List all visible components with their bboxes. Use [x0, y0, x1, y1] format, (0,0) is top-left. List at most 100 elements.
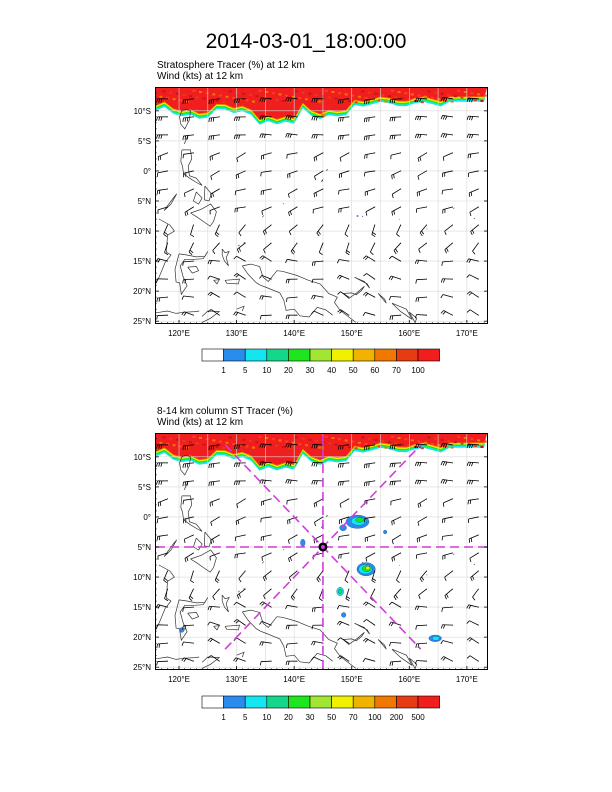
- wind-barb-staff: [212, 588, 220, 597]
- wind-barb-flag: [419, 480, 422, 485]
- wind-barb-flag: [208, 446, 210, 451]
- wind-barb-staff: [158, 498, 168, 503]
- wind-barb-flag: [313, 116, 316, 121]
- wind-barb: [182, 278, 194, 284]
- wind-barb-staff: [468, 516, 479, 520]
- wind-barb-staff: [314, 516, 324, 523]
- wind-barb-flag: [414, 259, 417, 264]
- wind-barb-staff: [416, 624, 427, 627]
- wind-barb-flag: [468, 292, 473, 296]
- wind-barb-staff: [469, 534, 479, 540]
- wind-barb-flag: [466, 443, 469, 448]
- wind-barb-base: [296, 134, 298, 136]
- wind-barb-base: [167, 260, 169, 262]
- tracer-speckle: [434, 91, 437, 94]
- wind-barb-base: [296, 188, 298, 190]
- wind-barb-base: [400, 206, 402, 208]
- wind-barb: [233, 601, 246, 608]
- wind-barb-base: [270, 260, 272, 262]
- tracer-speckle: [248, 94, 252, 96]
- tracer-speckle: [397, 437, 401, 439]
- wind-barb: [440, 461, 453, 466]
- wind-barb-base: [451, 444, 453, 446]
- colorbar-label: 1: [221, 366, 226, 375]
- wind-barb-staff: [418, 242, 427, 250]
- wind-barb-flag: [444, 461, 448, 466]
- wind-barb: [285, 660, 298, 666]
- wind-barb: [339, 152, 350, 162]
- tracer-speckle: [437, 98, 441, 101]
- wind-barb-flag: [156, 462, 158, 467]
- wind-barb-base: [192, 116, 194, 118]
- wind-barb: [440, 294, 453, 299]
- wind-barb-staff: [313, 206, 324, 210]
- wind-barb-flag: [442, 133, 446, 138]
- wind-barb-flag: [261, 97, 264, 102]
- wind-barb-staff: [183, 516, 194, 520]
- tracer-speckle: [202, 97, 206, 100]
- tracer-speckle: [480, 100, 484, 102]
- wind-barb: [440, 115, 453, 120]
- wind-barb: [393, 588, 402, 601]
- wind-barb-base: [374, 552, 376, 554]
- coastline: [426, 574, 428, 576]
- wind-barb: [318, 242, 324, 256]
- wind-barb: [262, 224, 272, 236]
- wind-barb-staff: [238, 570, 246, 579]
- wind-barb-flag: [233, 480, 236, 486]
- wind-barb-base: [451, 314, 453, 316]
- wind-barb-staff: [338, 116, 349, 119]
- wind-barb-staff: [290, 242, 298, 252]
- wind-barb: [208, 116, 220, 123]
- wind-barb-base: [400, 170, 402, 172]
- wind-barb: [415, 206, 428, 213]
- wind-barb-base: [244, 206, 246, 208]
- coastline: [187, 612, 200, 620]
- wind-barb: [190, 224, 195, 238]
- wind-barb-staff: [157, 188, 168, 191]
- tracer-speckle: [295, 436, 298, 439]
- wind-barb: [259, 660, 272, 666]
- wind-barb-base: [348, 642, 350, 644]
- bottom-field-label: 8-14 km column ST Tracer (%): [157, 406, 293, 417]
- tracer-speckle: [328, 96, 332, 99]
- wind-barb-flag: [313, 641, 316, 646]
- wind-barb-base: [270, 278, 272, 280]
- wind-barb-flag: [207, 655, 212, 659]
- wind-barb: [363, 255, 376, 262]
- wind-barb-base: [477, 206, 479, 208]
- wind-barb-flag: [466, 97, 469, 102]
- wind-barb: [467, 170, 479, 178]
- wind-barb: [259, 115, 272, 121]
- wind-barb-staff: [390, 116, 401, 118]
- wind-barb-base: [244, 170, 246, 172]
- wind-barb: [390, 498, 402, 506]
- wind-barb-staff: [261, 115, 272, 118]
- wind-barb-staff: [393, 242, 401, 251]
- wind-barb: [188, 242, 194, 255]
- wind-barb-staff: [261, 461, 272, 464]
- wind-barb-base: [426, 588, 428, 590]
- wind-barb-flag: [389, 463, 392, 468]
- wind-barb-base: [348, 116, 350, 118]
- wind-barb-flag: [238, 578, 242, 583]
- wind-barb: [182, 480, 194, 487]
- tracer-speckle: [232, 97, 236, 99]
- wind-barb-flag: [233, 444, 236, 449]
- wind-barb-staff: [442, 133, 453, 136]
- wind-barb-flag: [471, 480, 474, 485]
- wind-barb: [285, 624, 298, 630]
- wind-barb-base: [477, 116, 479, 118]
- wind-barb-flag: [236, 134, 238, 140]
- wind-barb-flag: [210, 135, 212, 140]
- wind-barb-staff: [468, 133, 479, 136]
- wind-barb-base: [426, 660, 428, 662]
- wind-barb: [363, 98, 376, 105]
- wind-barb: [212, 588, 220, 601]
- wind-barb-flag: [337, 655, 341, 659]
- wind-barb-staff: [157, 170, 168, 174]
- wind-barb-staff: [236, 273, 246, 280]
- wind-barb-flag: [466, 461, 469, 467]
- wind-barb-base: [192, 134, 194, 136]
- wind-barb-staff: [444, 242, 453, 250]
